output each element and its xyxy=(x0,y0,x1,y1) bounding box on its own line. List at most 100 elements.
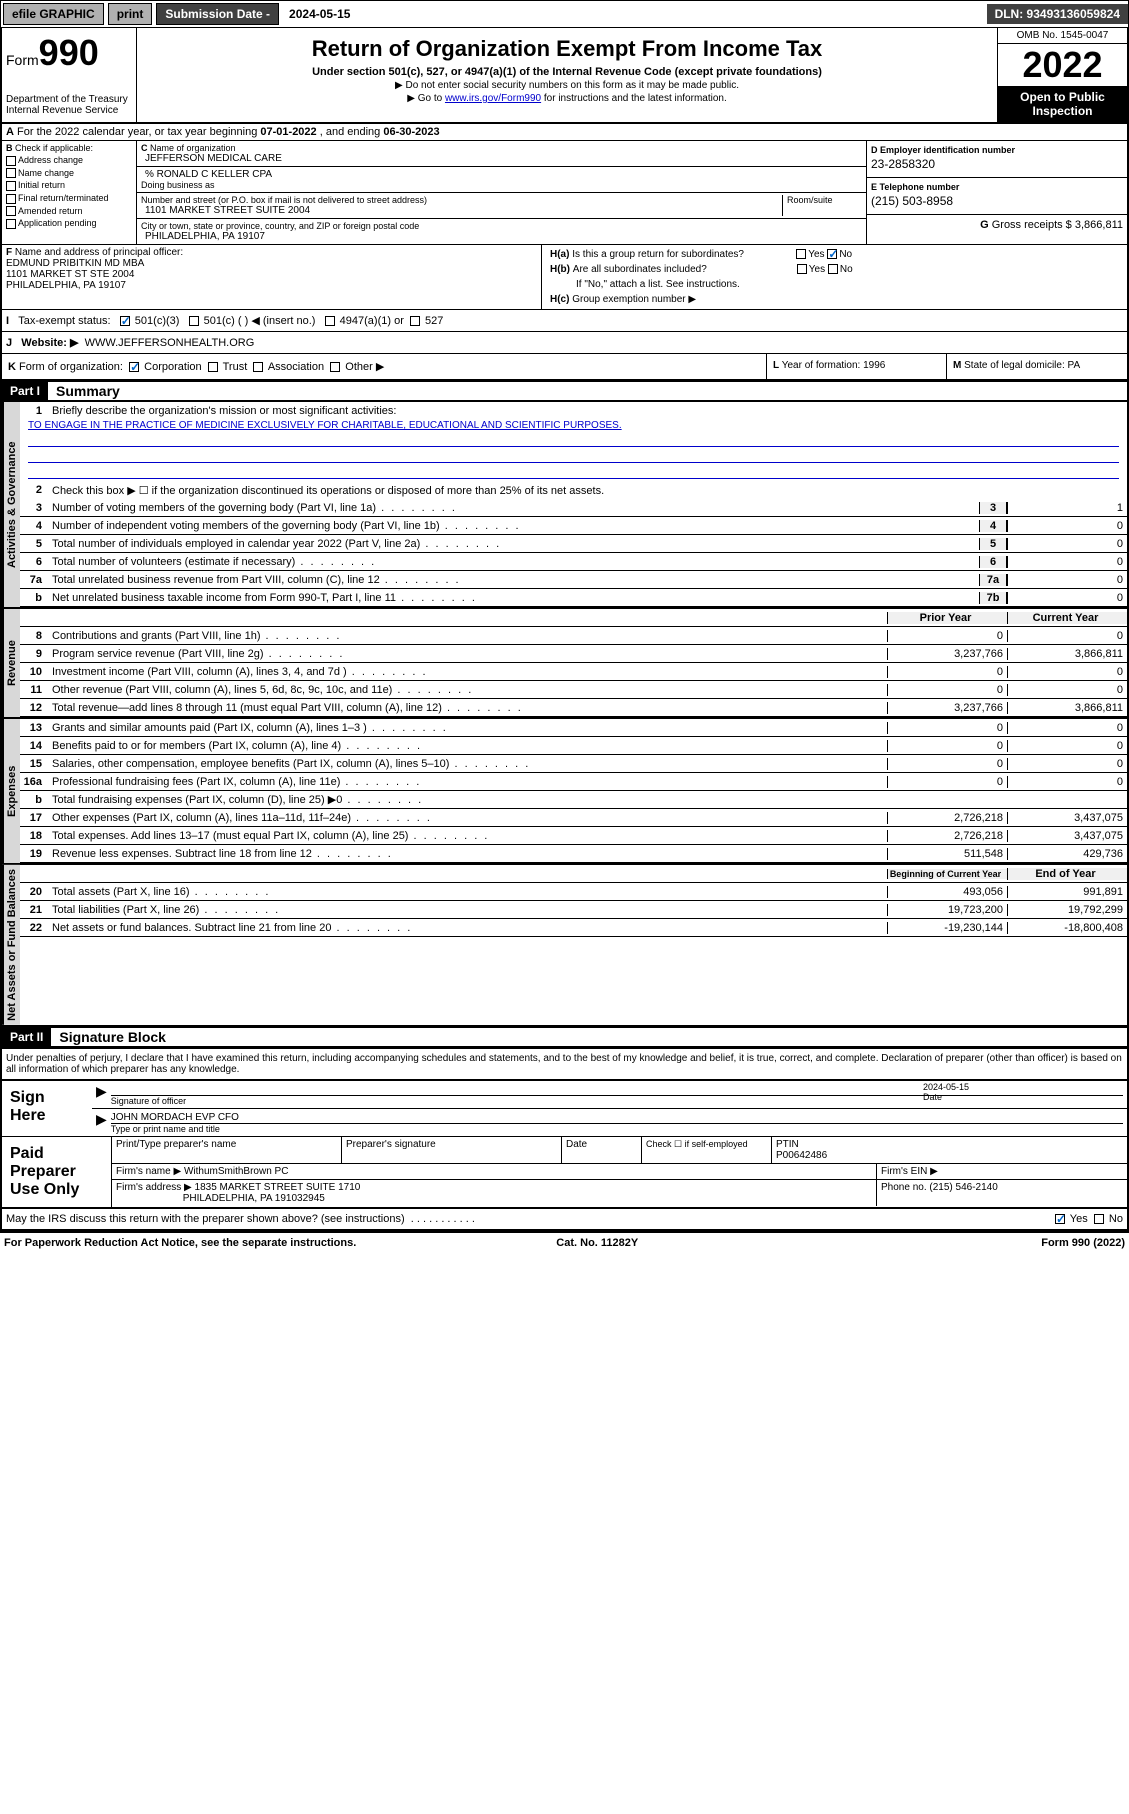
current-year-value: 0 xyxy=(1007,684,1127,696)
ein-label: Employer identification number xyxy=(880,145,1015,155)
line-text: Total liabilities (Part X, line 26) xyxy=(48,902,887,918)
prior-year-value: 3,237,766 xyxy=(887,648,1007,660)
subtitle-1: Under section 501(c), 527, or 4947(a)(1)… xyxy=(141,66,993,78)
summary-line: 10 Investment income (Part VIII, column … xyxy=(20,663,1127,681)
cb-501c3[interactable] xyxy=(120,316,130,326)
formation-year: 1996 xyxy=(863,360,885,371)
irs-link[interactable]: www.irs.gov/Form990 xyxy=(445,93,541,104)
opt-assoc: Association xyxy=(268,361,324,373)
prior-year-value: 19,723,200 xyxy=(887,904,1007,916)
prior-year-value: 0 xyxy=(887,722,1007,734)
cb-527[interactable] xyxy=(410,316,420,326)
opt-trust: Trust xyxy=(223,361,248,373)
sig-officer-label: Signature of officer xyxy=(111,1095,923,1106)
current-year-value: -18,800,408 xyxy=(1007,922,1127,934)
line-text: Other revenue (Part VIII, column (A), li… xyxy=(48,682,887,698)
submission-date-label: Submission Date - xyxy=(156,3,279,25)
footer-left: For Paperwork Reduction Act Notice, see … xyxy=(4,1237,356,1249)
prior-year-value: 0 xyxy=(887,684,1007,696)
line-value: 0 xyxy=(1007,574,1127,586)
line-text: Net assets or fund balances. Subtract li… xyxy=(48,920,887,936)
formation-label: Year of formation: xyxy=(782,360,861,371)
line-text: Total revenue—add lines 8 through 11 (mu… xyxy=(48,700,887,716)
exempt-label: Tax-exempt status: xyxy=(18,315,110,327)
checkbox-app-pending[interactable] xyxy=(6,219,16,229)
line-box: 4 xyxy=(979,520,1007,532)
addr-label: Number and street (or P.O. box if mail i… xyxy=(141,195,427,205)
line-value: 1 xyxy=(1007,502,1127,514)
discuss-row: May the IRS discuss this return with the… xyxy=(0,1209,1129,1231)
summary-line: 19 Revenue less expenses. Subtract line … xyxy=(20,845,1127,863)
footer-form-num: 990 xyxy=(1072,1237,1090,1249)
current-year-value: 429,736 xyxy=(1007,848,1127,860)
summary-line: 13 Grants and similar amounts paid (Part… xyxy=(20,719,1127,737)
ha-yes[interactable] xyxy=(796,249,806,259)
box-c: C Name of organizationJEFFERSON MEDICAL … xyxy=(137,141,867,244)
firm-name: WithumSmithBrown PC xyxy=(184,1166,288,1177)
current-year-value: 3,866,811 xyxy=(1007,648,1127,660)
current-year-value: 0 xyxy=(1007,630,1127,642)
prep-date-hdr: Date xyxy=(562,1137,642,1163)
cb-other[interactable] xyxy=(330,362,340,372)
prior-year-value: 0 xyxy=(887,740,1007,752)
checkbox-final-return[interactable] xyxy=(6,194,16,204)
checkbox-amended[interactable] xyxy=(6,206,16,216)
mission-text: TO ENGAGE IN THE PRACTICE OF MEDICINE EX… xyxy=(20,420,1127,431)
summary-line: 16a Professional fundraising fees (Part … xyxy=(20,773,1127,791)
line-text: Net unrelated business taxable income fr… xyxy=(48,590,979,606)
subtitle-3: ▶ Go to www.irs.gov/Form990 for instruct… xyxy=(141,93,993,104)
period-end: 06-30-2023 xyxy=(383,126,439,138)
cb-label-5: Application pending xyxy=(18,218,97,228)
part1-header: Part I Summary xyxy=(0,381,1129,402)
cb-501c[interactable] xyxy=(189,316,199,326)
line-number: 11 xyxy=(20,684,48,696)
checkbox-initial-return[interactable] xyxy=(6,181,16,191)
checkbox-name-change[interactable] xyxy=(6,168,16,178)
hb-yes[interactable] xyxy=(797,264,807,274)
col-begin: Beginning of Current Year xyxy=(887,869,1007,879)
cb-assoc[interactable] xyxy=(253,362,263,372)
cb-4947[interactable] xyxy=(325,316,335,326)
section-governance: Activities & Governance 1Briefly describ… xyxy=(0,402,1129,609)
cb-trust[interactable] xyxy=(208,362,218,372)
form-prefix: Form xyxy=(6,52,39,68)
prior-year-value: -19,230,144 xyxy=(887,922,1007,934)
checkbox-address-change[interactable] xyxy=(6,156,16,166)
line-text: Total number of individuals employed in … xyxy=(48,536,979,552)
discuss-yes[interactable] xyxy=(1055,1214,1065,1224)
line-value: 0 xyxy=(1007,556,1127,568)
opt-other: Other ▶ xyxy=(345,361,384,373)
submission-date-value: 2024-05-15 xyxy=(281,4,358,24)
ha-no[interactable] xyxy=(827,249,837,259)
line-text: Grants and similar amounts paid (Part IX… xyxy=(48,720,887,736)
line-number: 21 xyxy=(20,904,48,916)
prep-name-hdr: Print/Type preparer's name xyxy=(112,1137,342,1163)
cb-label-0: Address change xyxy=(18,155,83,165)
ha-label: Is this a group return for subordinates? xyxy=(572,249,792,260)
line-text: Total number of volunteers (estimate if … xyxy=(48,554,979,570)
line-number: 3 xyxy=(20,502,48,514)
omb-number: OMB No. 1545-0047 xyxy=(998,28,1127,44)
room-label: Room/suite xyxy=(787,195,833,205)
print-button[interactable]: print xyxy=(108,3,153,25)
name-title-label: Type or print name and title xyxy=(111,1123,1123,1134)
line-text: Total assets (Part X, line 16) xyxy=(48,884,887,900)
prior-year-value: 2,726,218 xyxy=(887,812,1007,824)
current-year-value: 0 xyxy=(1007,776,1127,788)
cb-corp[interactable] xyxy=(129,362,139,372)
hb-no[interactable] xyxy=(828,264,838,274)
subtitle-2: ▶ Do not enter social security numbers o… xyxy=(141,80,993,91)
summary-line: 3 Number of voting members of the govern… xyxy=(20,499,1127,517)
discuss-no[interactable] xyxy=(1094,1214,1104,1224)
opt-527: 527 xyxy=(425,315,443,327)
line-a: A For the 2022 calendar year, or tax yea… xyxy=(0,124,1129,141)
sign-date-value: 2024-05-15 xyxy=(923,1082,1123,1092)
line-text: Total expenses. Add lines 13–17 (must eq… xyxy=(48,828,887,844)
page-footer: For Paperwork Reduction Act Notice, see … xyxy=(0,1231,1129,1253)
prior-year-value: 2,726,218 xyxy=(887,830,1007,842)
efile-button[interactable]: efile GRAPHIC xyxy=(3,3,104,25)
sub-date-prefix: Submission Date - xyxy=(165,7,270,21)
firm-addr1: 1835 MARKET STREET SUITE 1710 xyxy=(195,1182,361,1193)
box-b: B Check if applicable: Address change Na… xyxy=(2,141,137,244)
line-box: 3 xyxy=(979,502,1007,514)
